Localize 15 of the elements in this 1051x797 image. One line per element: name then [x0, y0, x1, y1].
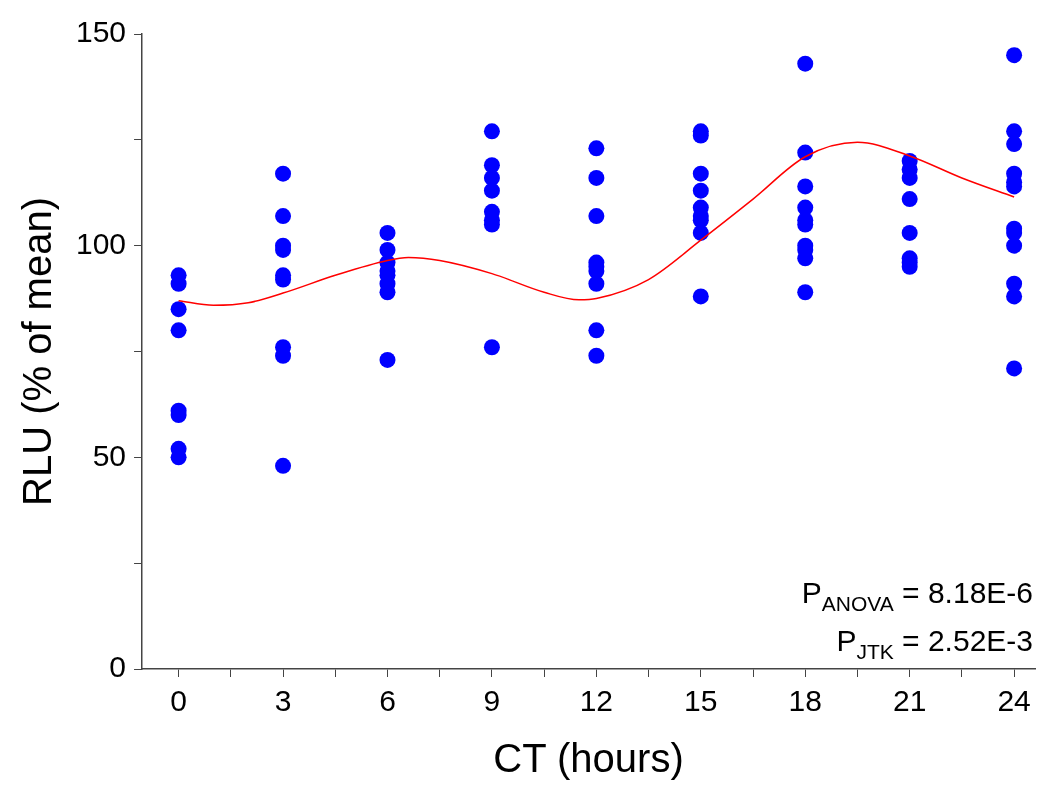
x-tick-label: 15	[684, 684, 718, 718]
y-axis-title: RLU (% of mean)	[15, 197, 60, 506]
x-axis-title: CT (hours)	[493, 736, 684, 781]
x-tick-label: 3	[274, 684, 292, 718]
x-tick-label: 9	[483, 684, 501, 718]
x-tick-label: 18	[788, 684, 822, 718]
x-tick-label: 12	[579, 684, 614, 718]
y-tick-label: 50	[92, 438, 127, 472]
x-tick-label: 6	[379, 684, 396, 718]
x-tick-label: 0	[170, 684, 187, 718]
y-tick-label: 150	[75, 15, 127, 49]
y-tick-label: 100	[75, 226, 127, 260]
x-tick-label: 21	[892, 684, 927, 718]
y-tick-label: 0	[109, 650, 127, 684]
x-tick-label: 24	[997, 684, 1031, 718]
